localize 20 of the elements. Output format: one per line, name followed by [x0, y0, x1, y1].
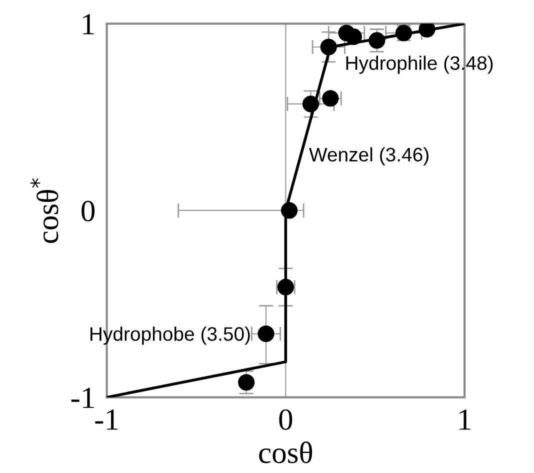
point	[320, 38, 337, 56]
y-tick-label: 1	[83, 14, 94, 34]
x-tick-label: 1	[460, 409, 470, 430]
annotation: Hydrophile (3.48)	[346, 56, 493, 74]
y-tick-label: -1	[71, 388, 94, 408]
x-tick-label: -1	[95, 409, 118, 430]
x-axis-title: cosθ	[259, 442, 312, 464]
x-tick-label: 0	[279, 409, 292, 430]
annotation: Hydrophobe (3.50)	[90, 326, 250, 345]
point	[280, 202, 298, 219]
y-axis-title: cosθ$^{*}$	[30, 178, 58, 243]
point	[322, 90, 339, 107]
point	[345, 28, 362, 46]
point	[258, 325, 274, 342]
point	[238, 374, 255, 391]
point	[368, 32, 386, 49]
y-tick-label: 0	[82, 200, 95, 222]
point	[418, 24, 436, 38]
point	[302, 96, 320, 112]
annotation: Wenzel (3.46)	[309, 147, 428, 166]
